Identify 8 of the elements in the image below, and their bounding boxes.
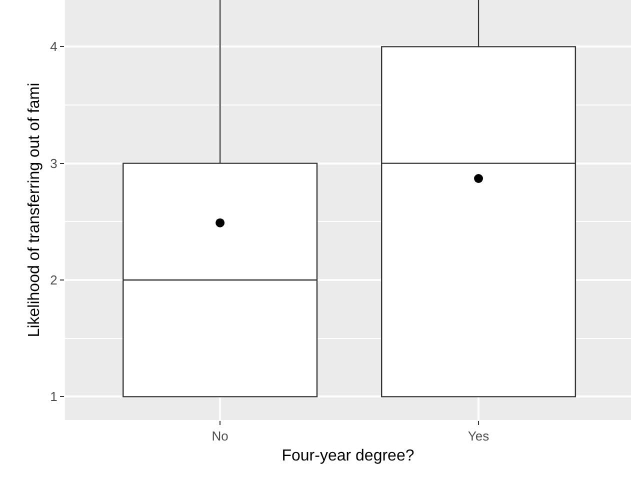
y-tick-label: 4 bbox=[50, 39, 58, 54]
y-tick-label: 1 bbox=[50, 389, 58, 404]
x-axis-title: Four-year degree? bbox=[282, 447, 414, 464]
y-tick-label: 3 bbox=[50, 156, 58, 171]
y-tick-label: 2 bbox=[50, 272, 58, 288]
y-axis-title: Likelihood of transferring out of fami bbox=[26, 82, 44, 338]
x-tick-label: No bbox=[212, 428, 228, 444]
x-tick-label: Yes bbox=[468, 428, 490, 444]
